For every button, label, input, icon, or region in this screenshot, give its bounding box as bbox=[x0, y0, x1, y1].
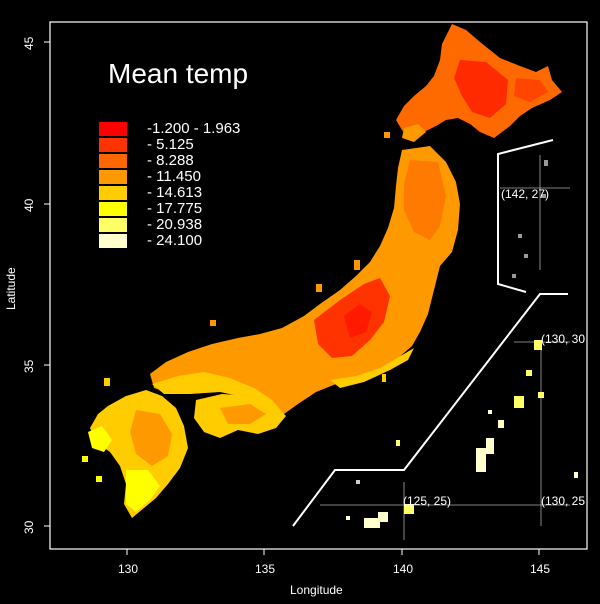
legend-label: - 24.100 bbox=[147, 232, 203, 249]
hokkaido bbox=[396, 24, 562, 142]
ogasawara-islands bbox=[512, 160, 548, 278]
island bbox=[486, 438, 494, 454]
island bbox=[382, 374, 386, 382]
island bbox=[538, 392, 544, 398]
x-axis-label: Longitude bbox=[290, 583, 343, 597]
legend-swatch bbox=[99, 170, 127, 184]
y-tick-label: 35 bbox=[22, 359, 36, 373]
island bbox=[316, 284, 322, 292]
island bbox=[574, 472, 578, 478]
okinawa-inset-frame bbox=[292, 293, 568, 527]
island bbox=[356, 480, 360, 484]
legend-swatch bbox=[99, 186, 127, 200]
x-tick-label: 145 bbox=[530, 562, 551, 576]
island bbox=[364, 518, 380, 528]
shikoku bbox=[194, 394, 286, 438]
legend-swatch bbox=[99, 234, 127, 248]
kyushu-center bbox=[130, 410, 172, 466]
legend-label: - 5.125 bbox=[147, 136, 194, 153]
legend-label: - 14.613 bbox=[147, 184, 203, 201]
island bbox=[542, 194, 546, 198]
hokkaido-south bbox=[402, 124, 426, 142]
island bbox=[476, 448, 486, 472]
legend-swatch bbox=[99, 154, 127, 168]
island bbox=[498, 420, 504, 428]
island bbox=[524, 254, 528, 258]
kyushu-south-warm bbox=[126, 470, 160, 512]
y-tick-label: 45 bbox=[22, 36, 36, 50]
legend-label: - 8.288 bbox=[147, 152, 194, 169]
shikoku-center bbox=[220, 404, 266, 424]
honshu-north-cool bbox=[404, 160, 446, 240]
legend-swatch bbox=[99, 122, 127, 136]
island bbox=[514, 396, 524, 408]
legend-label: -1.200 - 1.963 bbox=[147, 120, 241, 137]
hokkaido-cold bbox=[454, 60, 508, 118]
hokkaido-east bbox=[514, 78, 548, 102]
legend-swatch bbox=[99, 138, 127, 152]
honshu bbox=[150, 146, 460, 414]
plot-border bbox=[49, 21, 588, 550]
island bbox=[404, 504, 414, 514]
kyushu-west-warm bbox=[88, 426, 112, 452]
island bbox=[526, 370, 532, 376]
island bbox=[384, 132, 390, 138]
legend-label: - 20.938 bbox=[147, 216, 203, 233]
x-tick-label: 130 bbox=[118, 562, 139, 576]
legend-swatch bbox=[99, 202, 127, 216]
honshu-south-coast bbox=[330, 348, 414, 388]
island bbox=[354, 260, 360, 270]
island bbox=[544, 160, 548, 166]
honshu-peak bbox=[344, 304, 372, 338]
y-axis-label: Latitude bbox=[4, 267, 18, 310]
kyushu bbox=[88, 390, 188, 518]
ogasawara-label: (142, 27) bbox=[501, 187, 550, 201]
legend-label: - 17.775 bbox=[147, 200, 203, 217]
honshu-shape bbox=[150, 146, 460, 414]
island bbox=[346, 516, 350, 520]
x-tick-label: 135 bbox=[255, 562, 276, 576]
island bbox=[488, 410, 492, 414]
ogasawara-inset-frame bbox=[497, 139, 554, 293]
island bbox=[96, 476, 102, 482]
island bbox=[534, 340, 542, 350]
island bbox=[82, 456, 88, 462]
island bbox=[396, 440, 400, 446]
island bbox=[518, 234, 522, 238]
island bbox=[104, 378, 110, 386]
map-title: Mean temp bbox=[108, 58, 249, 89]
y-tick-label: 40 bbox=[22, 198, 36, 212]
small-islands bbox=[82, 132, 400, 482]
okinawa-ne-label: (130, 30 bbox=[541, 332, 586, 346]
nansei-islands bbox=[346, 340, 578, 528]
legend-swatch bbox=[99, 218, 127, 232]
legend-swatches bbox=[99, 122, 127, 248]
y-tick-label: 30 bbox=[22, 520, 36, 534]
honshu-west-warm bbox=[152, 372, 284, 414]
island bbox=[512, 274, 516, 278]
okinawa-se-label: (130, 25 bbox=[541, 494, 586, 508]
legend-label: - 11.450 bbox=[147, 168, 201, 185]
island bbox=[210, 320, 216, 326]
x-tick-label: 140 bbox=[393, 562, 414, 576]
okinawa-sw-label: (125, 25) bbox=[403, 494, 452, 508]
island bbox=[378, 512, 388, 522]
